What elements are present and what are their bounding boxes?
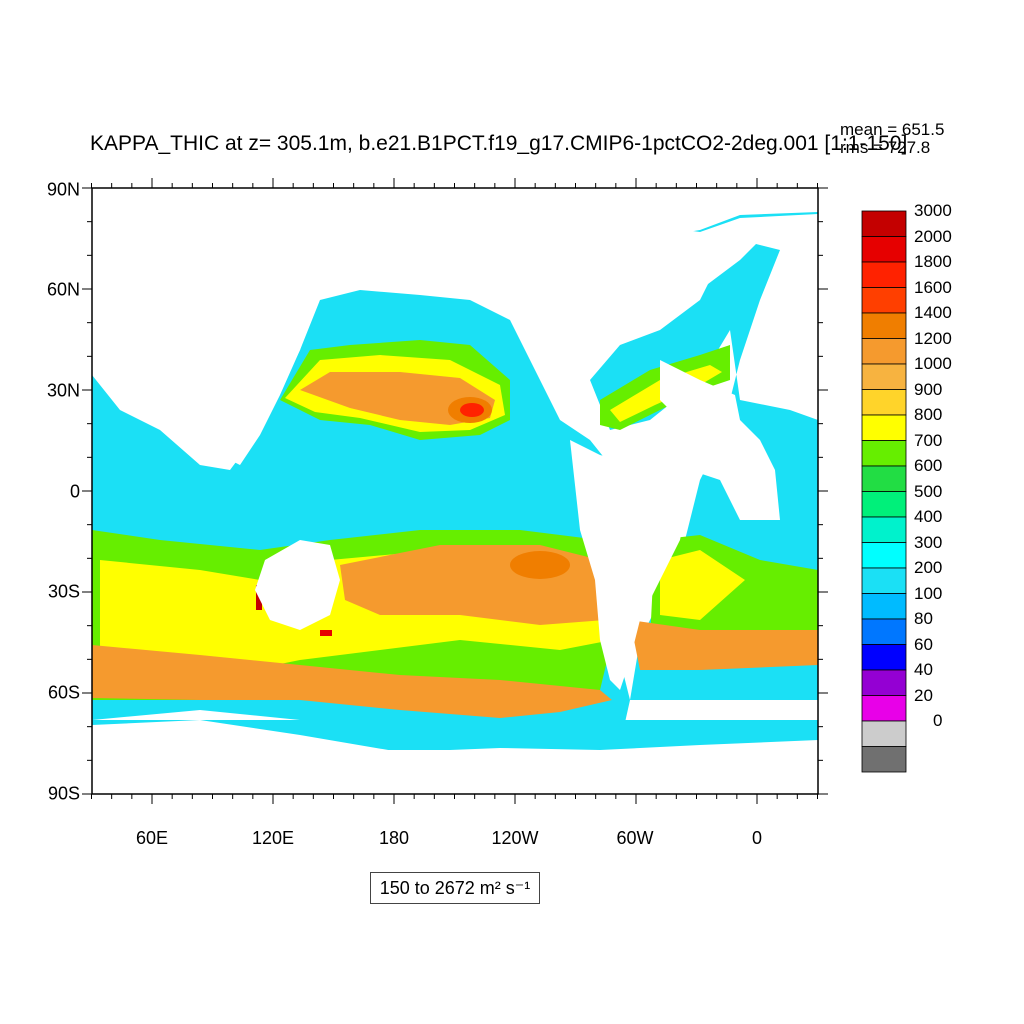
land-australia xyxy=(255,540,340,630)
colorbar-label: 1800 xyxy=(914,252,952,271)
mean-label: mean = 651.5 xyxy=(840,120,945,139)
colorbar-label: 700 xyxy=(914,430,943,450)
x-tick-180: 180 xyxy=(378,828,410,848)
colorbar-label: 2000 xyxy=(914,226,952,246)
y-tick-0: 0 xyxy=(69,481,80,502)
colorbar-label: 200 xyxy=(914,558,943,577)
land-antarctica xyxy=(92,750,818,794)
colorbar-label: 80 xyxy=(914,609,933,628)
x-tick-60w: 60W xyxy=(616,828,654,848)
x-tick-120e: 120E xyxy=(251,828,295,848)
colorbar-label: 300 xyxy=(914,532,943,552)
colorbar-swatch xyxy=(861,593,907,620)
y-tick-60s: 60S xyxy=(47,682,80,703)
colorbar-label: 60 xyxy=(914,634,933,654)
colorbar-swatch xyxy=(861,389,907,416)
colorbar-swatch xyxy=(861,465,907,492)
colorbar-label: 800 xyxy=(914,405,943,424)
colorbar-swatch xyxy=(861,363,907,390)
x-tick-120w: 120W xyxy=(491,828,539,848)
colorbar-label: 1600 xyxy=(914,277,952,297)
range-label: 150 to 2672 m² s⁻¹ xyxy=(379,877,531,898)
colorbar-swatch xyxy=(861,414,907,441)
y-tick-30n: 30N xyxy=(46,380,80,401)
colorbar-swatch xyxy=(861,618,907,645)
land-north-america xyxy=(520,228,760,300)
colorbar-swatch xyxy=(861,542,907,569)
colorbar-label: 400 xyxy=(914,507,943,526)
land-africa xyxy=(660,360,780,520)
y-tick-30s: 30S xyxy=(47,581,80,602)
y-tick-60n: 60N xyxy=(46,279,80,300)
colorbar-label: 100 xyxy=(914,583,943,603)
colorbar-swatch xyxy=(861,746,907,773)
range-label-box: 150 to 2672 m² s⁻¹ xyxy=(370,872,540,904)
colorbar-label: 900 xyxy=(914,379,943,399)
map-title: KAPPA_THIC at z= 305.1m, b.e21.B1PCT.f19… xyxy=(90,132,908,155)
axis-ticks xyxy=(82,178,828,804)
colorbar-swatch xyxy=(861,287,907,314)
land-eurasia xyxy=(92,188,818,465)
colorbar-swatch xyxy=(861,695,907,722)
colorbar-swatch xyxy=(861,236,907,263)
colorbar-swatch xyxy=(861,516,907,543)
colorbar-swatch xyxy=(861,440,907,467)
rms-label: rms = 727.8 xyxy=(840,138,931,157)
y-tick-90n: 90N xyxy=(46,179,80,200)
colorbar xyxy=(861,210,907,773)
land-south-america xyxy=(570,440,690,690)
colorbar-label: 1200 xyxy=(914,328,952,348)
colorbar-swatch xyxy=(861,312,907,339)
colorbar-label: 600 xyxy=(914,456,943,475)
colorbar-swatch xyxy=(861,669,907,696)
landmasses xyxy=(92,188,818,794)
colorbar-label: 500 xyxy=(914,481,943,501)
y-tick-90s: 90S xyxy=(47,783,80,804)
colorbar-label: 1400 xyxy=(914,303,952,322)
colorbar-label: 40 xyxy=(914,660,933,679)
stats-box: mean = 651.5 rms = 727.8 xyxy=(840,120,944,158)
colorbar-label: 20 xyxy=(914,685,933,705)
colorbar-swatch xyxy=(861,491,907,518)
colorbar-swatch xyxy=(861,261,907,288)
ocean-fields xyxy=(92,195,818,752)
colorbar-label: 0 xyxy=(933,711,943,730)
map-plot-area xyxy=(92,188,818,794)
colorbar-swatch xyxy=(861,210,907,237)
colorbar-swatch xyxy=(861,720,907,747)
colorbar-swatch xyxy=(861,338,907,365)
x-tick-0: 0 xyxy=(751,828,763,848)
colorbar-label: 1000 xyxy=(914,354,952,373)
x-tick-60e: 60E xyxy=(135,828,169,848)
colorbar-label: 3000 xyxy=(914,201,952,220)
colorbar-swatch xyxy=(861,644,907,671)
colorbar-swatch xyxy=(861,567,907,594)
